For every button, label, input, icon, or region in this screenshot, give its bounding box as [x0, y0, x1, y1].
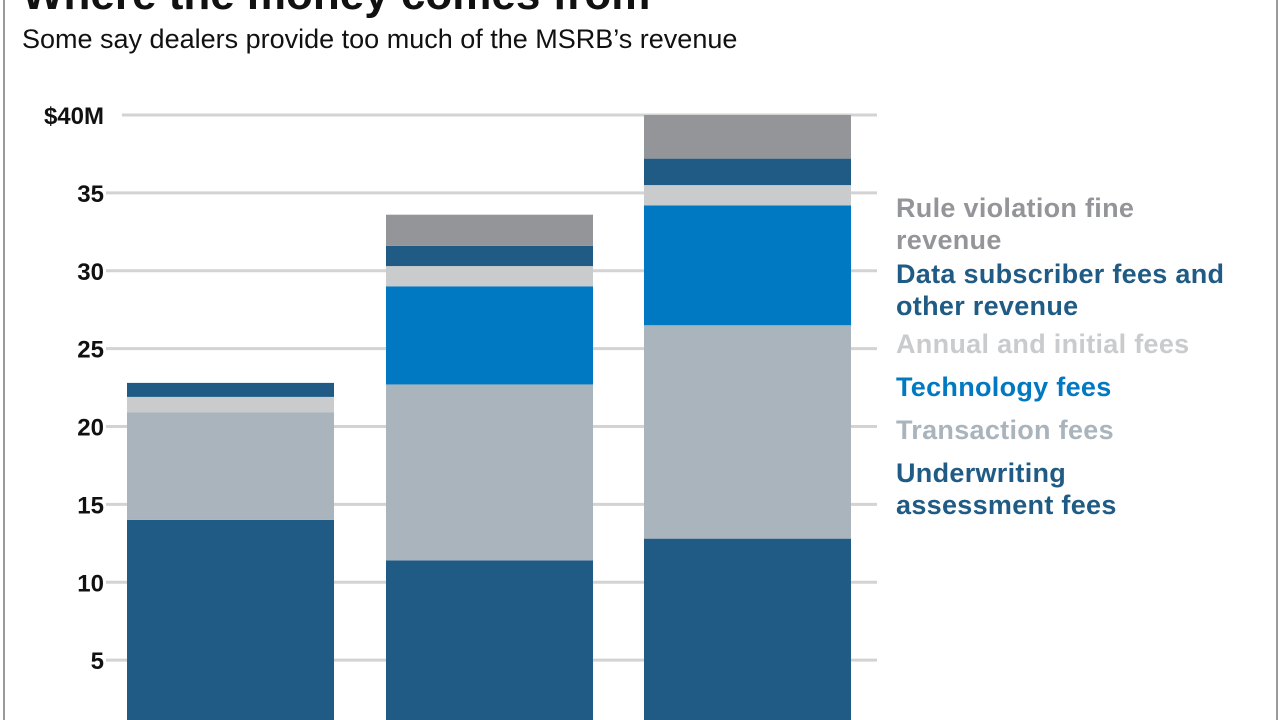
bar-segment	[386, 286, 593, 385]
bar-segment	[386, 384, 593, 561]
legend-transaction: Transaction fees	[896, 415, 1114, 445]
bar-segment	[644, 185, 851, 206]
y-tick-label: $40M	[44, 103, 104, 130]
bar-segment	[386, 266, 593, 287]
bar-segment	[386, 560, 593, 720]
chart-title: Where the money comes from	[22, 0, 650, 20]
y-tick-label: 35	[77, 181, 104, 208]
bar-segment	[127, 396, 334, 413]
bar-segment	[386, 245, 593, 267]
y-tick-label: 30	[77, 259, 104, 286]
y-tick-label: 5	[91, 648, 104, 675]
legend-technology: Technology fees	[896, 372, 1112, 402]
bar-segment	[644, 115, 851, 159]
legend-underwriting: Underwriting assessment fees	[896, 458, 1117, 520]
y-tick-label: 10	[77, 570, 104, 597]
y-tick-label: 25	[77, 337, 104, 364]
y-tick-label: 20	[77, 415, 104, 442]
legend-rule-violation: Rule violation fine revenue	[896, 193, 1135, 255]
y-tick-label: 15	[77, 492, 104, 519]
frame-border-left	[3, 0, 5, 720]
bar-segment	[644, 538, 851, 720]
legend-data-subscriber: Data subscriber fees and other revenue	[896, 259, 1225, 321]
bar-segment	[127, 382, 334, 397]
frame-border-right	[1276, 0, 1278, 720]
legend-annual-initial: Annual and initial fees	[896, 329, 1190, 359]
bar-segment	[644, 158, 851, 186]
bar-segment	[644, 205, 851, 326]
bar-segment	[127, 412, 334, 520]
bar-segment	[127, 519, 334, 720]
chart-subtitle: Some say dealers provide too much of the…	[22, 24, 738, 54]
bar-segment	[386, 214, 593, 246]
bar-segment	[644, 325, 851, 539]
